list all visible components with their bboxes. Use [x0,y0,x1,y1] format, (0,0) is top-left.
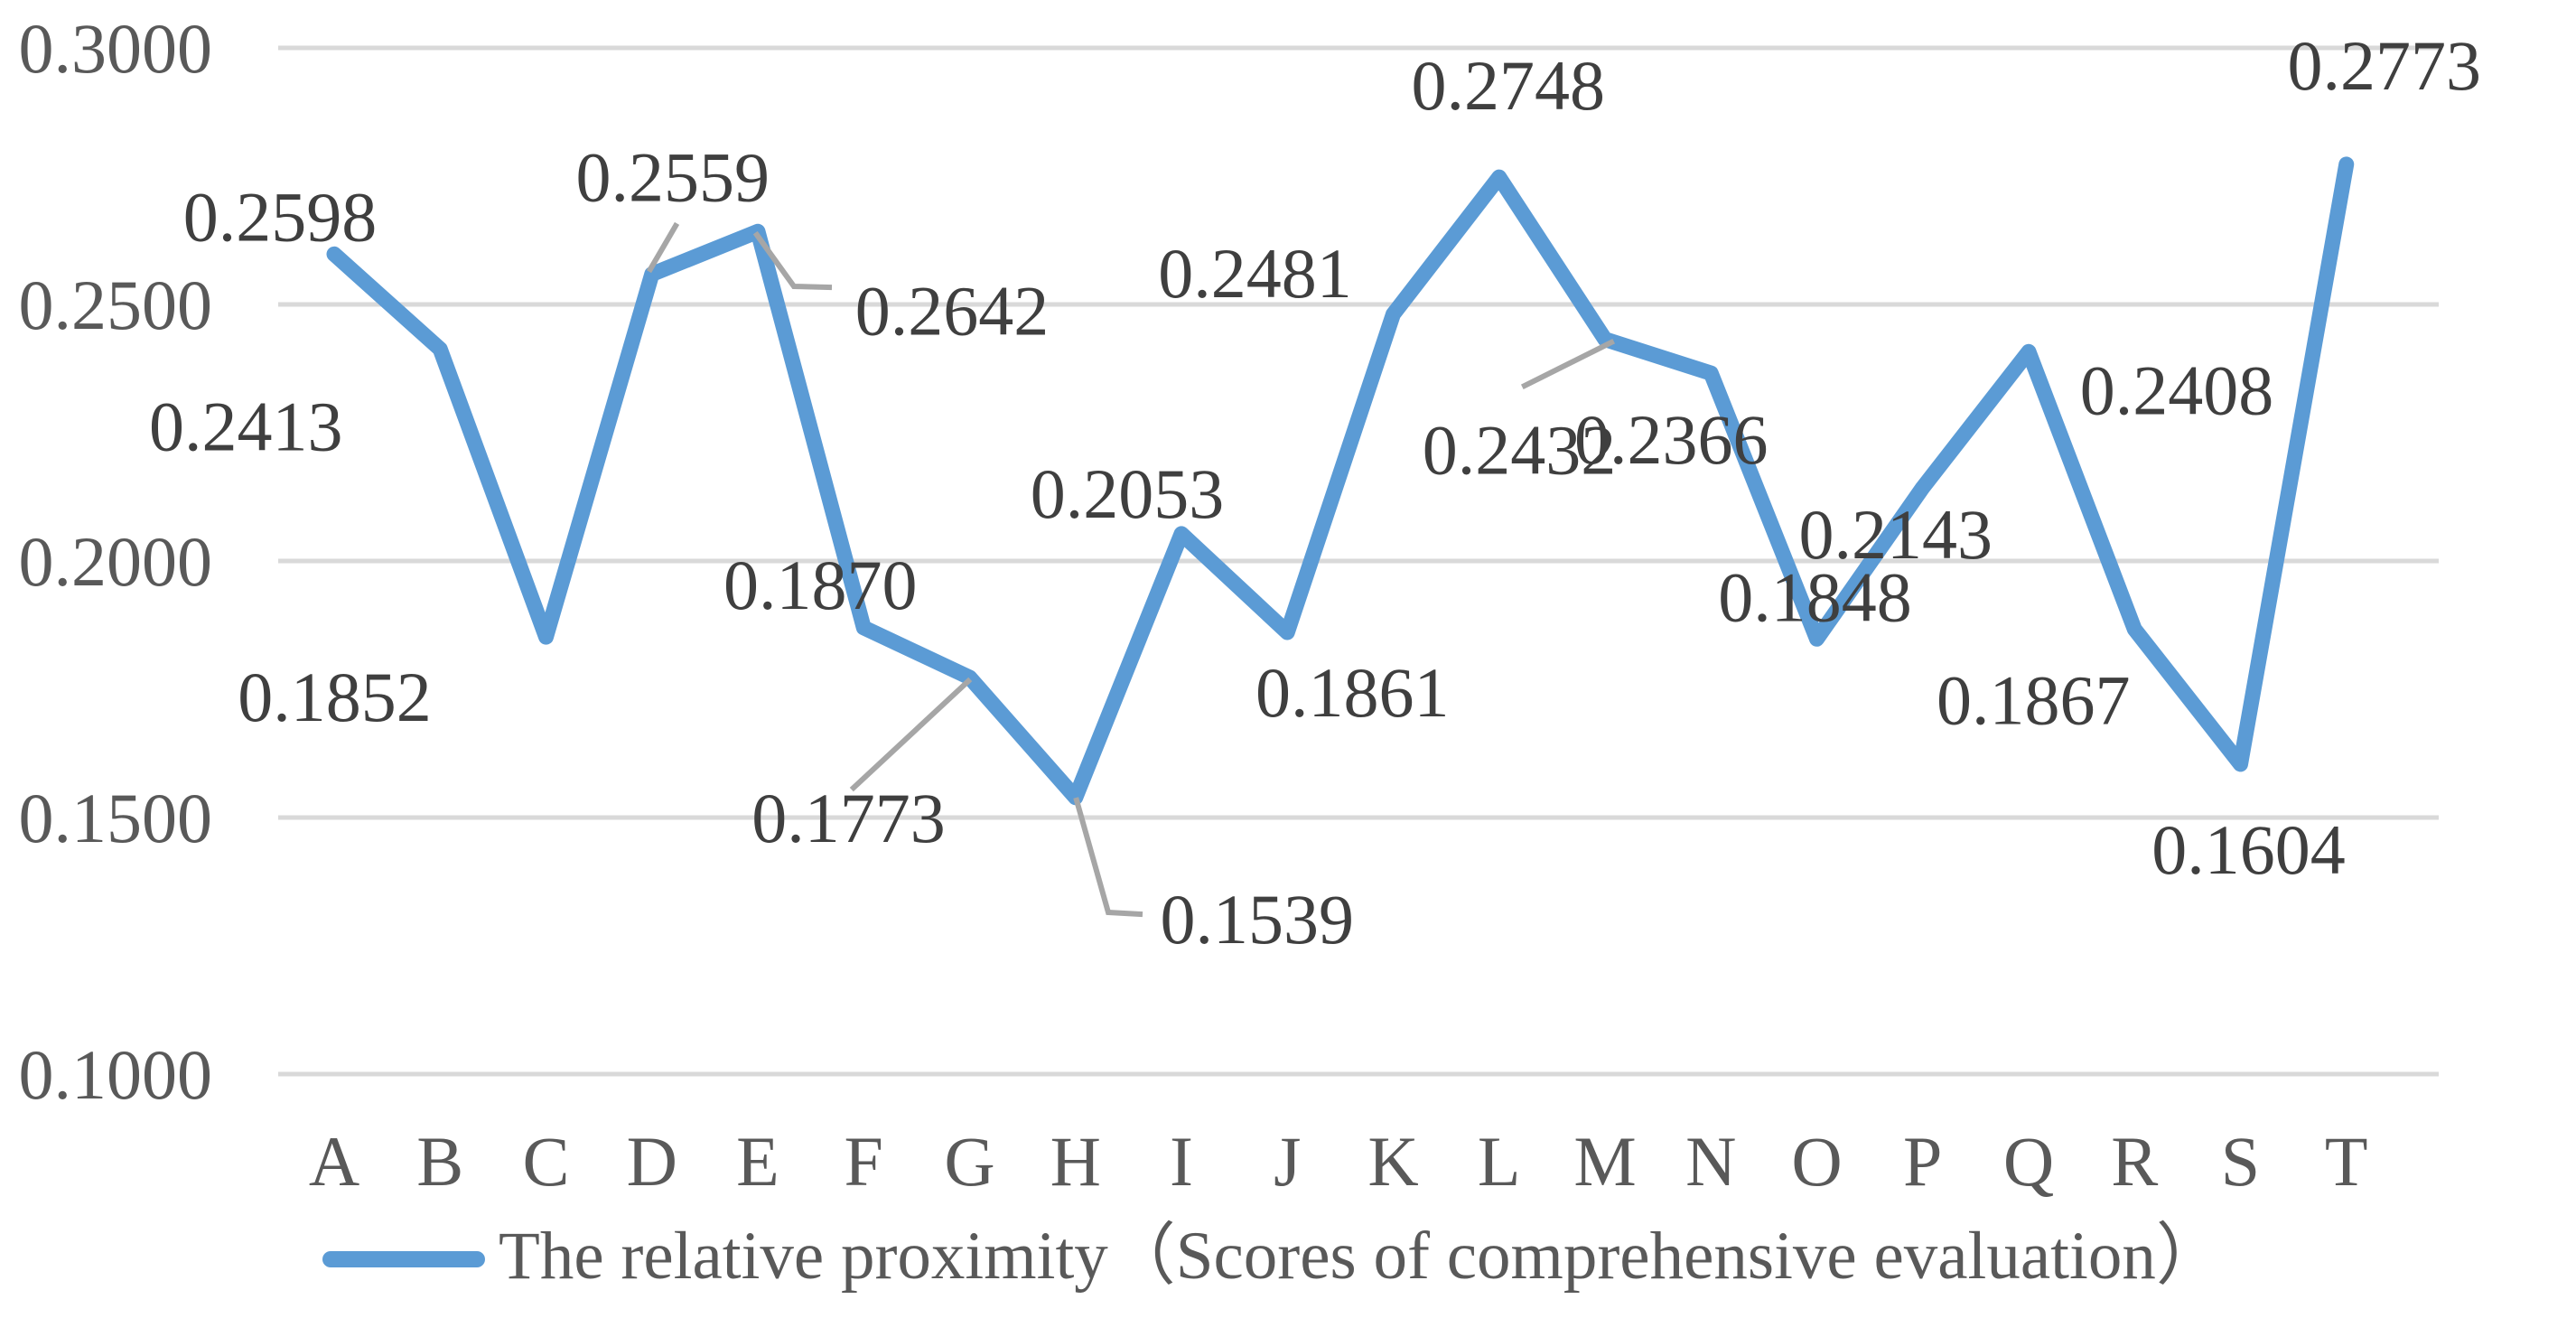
data-label: 0.2559 [576,137,770,216]
x-axis-label: S [2221,1122,2260,1201]
x-axis-label: O [1791,1122,1842,1201]
data-label: 0.2366 [1574,400,1769,479]
data-label: 0.2053 [1031,454,1225,533]
series [326,156,2355,806]
x-axis-label: L [1478,1122,1521,1201]
x-axis-label: F [845,1122,883,1201]
data-label: 0.2598 [183,177,378,256]
x-axis-label: M [1573,1122,1636,1201]
data-label: 0.2642 [855,271,1050,350]
data-label: 0.1861 [1255,653,1450,732]
data-label: 0.2481 [1158,234,1352,313]
label-leader-line [646,221,680,274]
x-axis-label: E [736,1122,779,1201]
data-label: 0.2773 [2288,26,2482,105]
x-axis-label: T [2325,1122,2368,1201]
data-label: 0.1773 [751,779,946,857]
x-axis-label: R [2111,1122,2158,1201]
data-label: 0.2748 [1412,46,1606,125]
data-label: 0.1867 [1937,661,2131,740]
y-axis-label: 0.3000 [19,9,213,88]
label-leader-line [1073,797,1143,918]
data-label: 0.2143 [1799,495,1993,574]
legend-label: The relative proximity（Scores of compreh… [499,1219,2224,1294]
data-label: 0.1848 [1718,557,1912,636]
x-axis-label: A [309,1122,359,1201]
data-label: 0.2408 [2080,351,2274,429]
x-axis-label: N [1685,1122,1736,1201]
y-axis-label: 0.2000 [19,522,213,601]
x-axis-label: G [944,1122,994,1201]
y-axis-label: 0.1000 [19,1035,213,1114]
y-axis: 0.3000 0.2500 0.2000 0.1500 0.1000 [19,9,213,1114]
data-label: 0.2432 [1423,411,1617,490]
x-axis-label: I [1170,1122,1193,1201]
data-labels: 0.2598 0.2413 0.1852 0.2559 0.2642 0.1870 0.17… [149,26,2481,958]
y-axis-label: 0.2500 [19,266,213,344]
legend: The relative proximity（Scores of compreh… [322,1219,2224,1294]
data-label: 0.1852 [238,658,432,736]
label-leader-line [1520,338,1616,390]
data-label: 0.2413 [149,387,343,465]
x-axis-label: Q [2003,1122,2054,1201]
series-line [326,156,2355,806]
x-axis-label: K [1367,1122,1418,1201]
x-axis-label: D [627,1122,677,1201]
label-leader-line [752,230,833,291]
x-axis-label: B [416,1122,463,1201]
data-label: 0.1539 [1161,880,1355,958]
x-axis-label: J [1274,1122,1301,1201]
data-label: 0.1870 [723,546,918,624]
y-axis-label: 0.1500 [19,779,213,857]
data-label: 0.1604 [2151,810,2346,889]
x-axis-label: H [1050,1122,1101,1201]
x-axis-label: C [522,1122,569,1201]
x-axis-label: P [1903,1122,1942,1201]
leader-lines [646,221,1616,918]
label-leader-line [849,677,973,792]
